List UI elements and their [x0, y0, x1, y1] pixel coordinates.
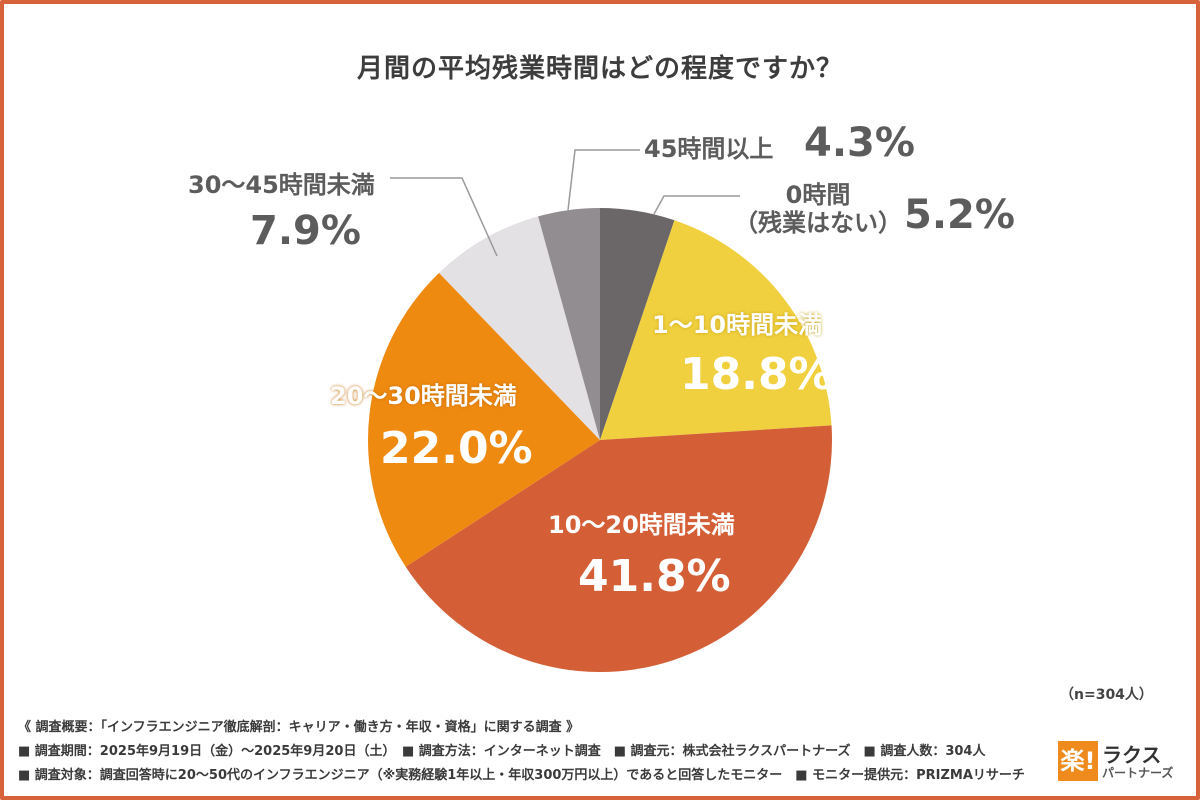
slice-value-1-10h: 18.8% [680, 349, 833, 400]
slice-30-45h [439, 216, 600, 440]
logo-name: ラクス [1102, 743, 1162, 767]
slice-value-10-20h: 41.8% [578, 551, 731, 602]
slice-value-30-45h: 7.9% [250, 208, 361, 254]
sample-size: （n=304人） [1060, 687, 1153, 703]
leader-line-45h [567, 149, 640, 211]
leader-line-30-45h [390, 177, 498, 257]
survey-notes: 《 調査概要：「インフラエンジニア徹底解剖：キャリア・働き方・年収・資格」に関す… [18, 716, 1025, 788]
slice-20-30h [367, 272, 600, 567]
survey-note-period: ■ 調査期間：2025年9月19日（金）～2025年9月20日（土） ■ 調査方… [18, 744, 986, 759]
slice-0h [600, 208, 675, 440]
survey-note-overview: 《 調査概要：「インフラエンジニア徹底解剖：キャリア・働き方・年収・資格」に関す… [18, 720, 580, 735]
slice-label-0h-line2: （残業はない） [734, 208, 902, 237]
chart-title: 月間の平均残業時間はどの程度ですか？ [356, 54, 843, 84]
slice-label-10-20h: 10～20時間未満 [548, 511, 735, 539]
slice-10-20h [405, 425, 832, 672]
slice-label-30-45h: 30～45時間未満 [188, 171, 375, 199]
leader-line-0h [653, 195, 740, 215]
slice-label-1-10h: 1～10時間未満 [652, 311, 823, 339]
slice-label-45h: 45時間以上 [644, 135, 774, 163]
slice-value-0h: 5.2% [904, 192, 1015, 238]
company-logo: 楽! ラクス パートナーズ [1058, 739, 1188, 783]
slice-label-0h-line1: 0時間 [785, 181, 851, 209]
slice-1-10h [600, 220, 832, 440]
survey-note-target: ■ 調査対象：調査回答時に20～50代のインフラエンジニア（※実務経験1年以上・… [18, 768, 1025, 783]
slice-value-20-30h: 22.0% [380, 423, 533, 474]
logo-sub: パートナーズ [1102, 766, 1174, 780]
slice-label-0h: 0時間 （残業はない） [734, 181, 902, 237]
slice-45h [538, 208, 600, 440]
slice-value-45h: 4.3% [804, 120, 915, 166]
slice-label-20-30h: 20～30時間未満 [330, 382, 517, 410]
logo-mark: 楽! [1058, 741, 1098, 781]
